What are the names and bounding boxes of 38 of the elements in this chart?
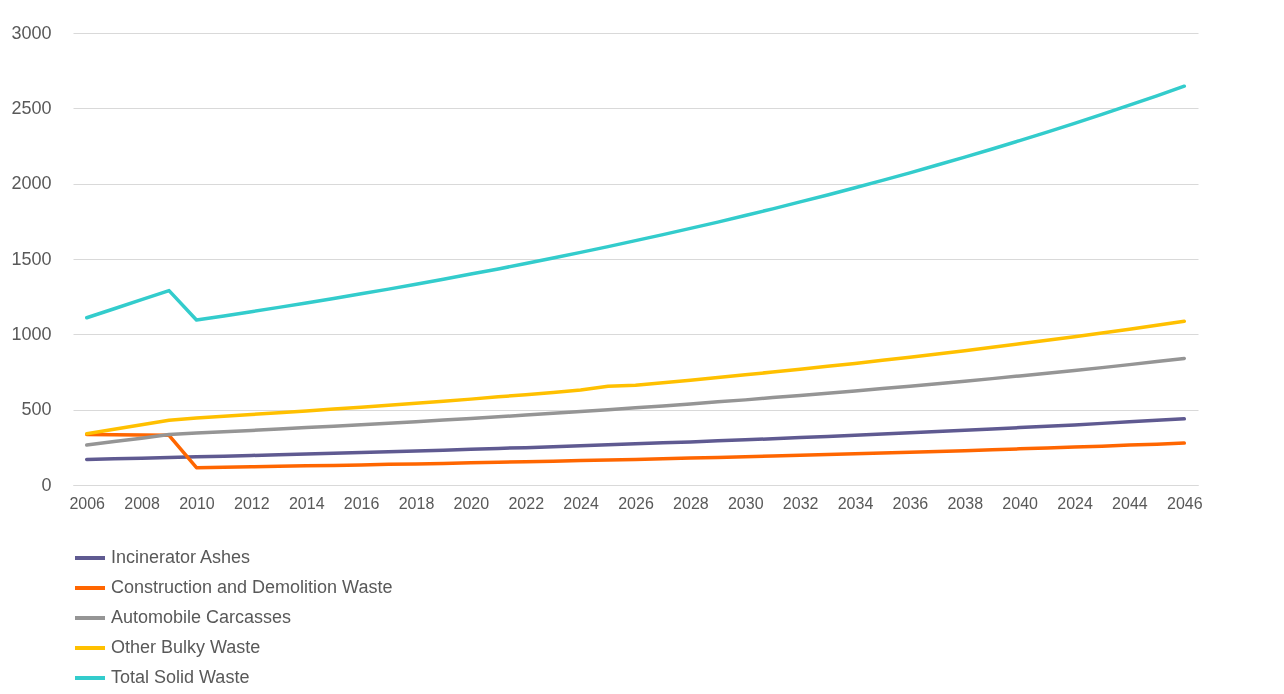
y-tick-label: 1000 xyxy=(11,323,52,344)
x-tick-label: 2030 xyxy=(727,494,764,512)
x-tick-label: 2028 xyxy=(673,494,709,512)
x-tick-label: 2046 xyxy=(1166,494,1203,512)
legend-label: Construction and Demolition Waste xyxy=(111,577,393,597)
x-tick-label: 2040 xyxy=(1002,494,1039,512)
x-tick-label: 2016 xyxy=(343,494,380,512)
legend-label: Other Bulky Waste xyxy=(111,637,261,657)
x-tick-label: 2022 xyxy=(508,494,545,512)
x-tick-label: 2044 xyxy=(1112,494,1148,512)
legend-label: Total Solid Waste xyxy=(111,667,250,687)
x-tick-label: 2024 xyxy=(563,494,600,512)
x-tick-label: 2012 xyxy=(234,494,270,512)
x-tick-label: 2020 xyxy=(453,494,490,512)
x-tick-label: 2006 xyxy=(69,494,106,512)
y-tick-label: 1500 xyxy=(11,248,52,269)
legend-label: Incinerator Ashes xyxy=(111,547,251,567)
x-tick-label: 2010 xyxy=(179,494,215,512)
y-tick-label: 500 xyxy=(21,399,52,420)
x-tick-label: 2038 xyxy=(947,494,984,512)
line-series xyxy=(84,432,1187,470)
line-series xyxy=(84,417,1187,462)
line-series xyxy=(84,319,1187,436)
x-tick-label: 2018 xyxy=(398,494,435,512)
legend-label: Automobile Carcasses xyxy=(111,607,292,627)
x-tick-label: 2036 xyxy=(892,494,929,512)
line-series xyxy=(84,356,1187,447)
x-tick-label: 2008 xyxy=(124,494,160,512)
line-series xyxy=(84,84,1187,322)
y-tick-label: 3000 xyxy=(11,22,52,43)
x-tick-label: 2014 xyxy=(288,494,325,512)
y-tick-label: 2500 xyxy=(11,97,52,118)
y-tick-label: 2000 xyxy=(11,173,52,194)
x-tick-label: 2034 xyxy=(837,494,874,512)
x-tick-label: 2024 xyxy=(1057,494,1093,512)
x-tick-label: 2032 xyxy=(782,494,819,512)
x-tick-label: 2026 xyxy=(618,494,654,512)
y-tick-label: 0 xyxy=(41,474,52,495)
